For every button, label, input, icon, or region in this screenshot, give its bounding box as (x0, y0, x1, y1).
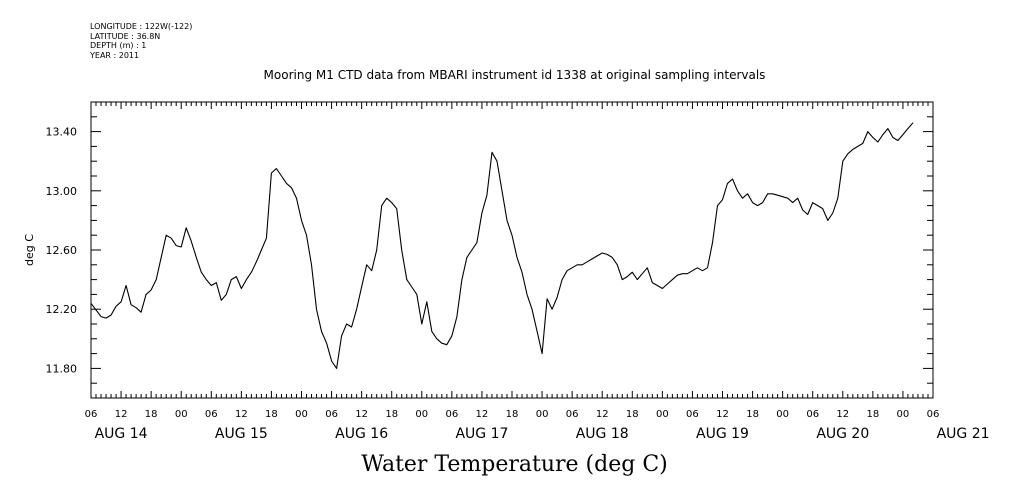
meta-longitude: LONGITUDE : 122W(-122) (90, 22, 193, 31)
x-day-label: AUG 19 (696, 426, 749, 442)
x-day-label: AUG 20 (816, 426, 869, 442)
x-tick-label: 00 (536, 409, 549, 420)
x-tick-label: 06 (686, 409, 699, 420)
x-tick-label: 06 (806, 409, 819, 420)
x-day-label: AUG 14 (95, 426, 148, 442)
y-axis-label: deg C (23, 234, 36, 266)
y-tick-label: 13.40 (46, 126, 78, 139)
meta-depth: DEPTH (m) : 1 (90, 41, 147, 50)
y-tick-label: 12.20 (46, 303, 78, 316)
x-tick-label: 00 (175, 409, 188, 420)
x-tick-label: 12 (115, 409, 128, 420)
x-day-label: AUG 17 (455, 426, 508, 442)
x-tick-label: 06 (205, 409, 218, 420)
x-tick-label: 06 (566, 409, 579, 420)
x-tick-label: 18 (746, 409, 759, 420)
x-axis-title: Water Temperature (deg C) (361, 452, 668, 477)
x-tick-label: 18 (506, 409, 519, 420)
x-day-label: AUG 16 (335, 426, 388, 442)
x-tick-label: 12 (596, 409, 609, 420)
x-day-label: AUG 21 (937, 426, 990, 442)
x-tick-label: 12 (476, 409, 489, 420)
x-tick-label: 18 (145, 409, 158, 420)
x-tick-label: 12 (355, 409, 368, 420)
meta-latitude: LATITUDE : 36.8N (90, 31, 161, 41)
x-tick-label: 00 (656, 409, 669, 420)
metadata-block: LONGITUDE : 122W(-122) LATITUDE : 36.8N … (90, 22, 192, 60)
x-tick-label: 18 (866, 409, 879, 420)
x-tick-label: 06 (445, 409, 458, 420)
x-tick-label: 18 (626, 409, 639, 420)
y-tick-label: 12.60 (46, 244, 78, 257)
x-tick-label: 00 (295, 409, 308, 420)
x-tick-label: 18 (385, 409, 398, 420)
y-tick-label: 11.80 (46, 362, 78, 375)
temperature-series-line (90, 122, 914, 369)
x-day-label: AUG 15 (215, 426, 268, 442)
x-tick-label: 12 (716, 409, 729, 420)
x-tick-label: 00 (415, 409, 428, 420)
x-tick-label: 06 (85, 409, 98, 420)
y-tick-label: 13.00 (46, 185, 78, 198)
x-tick-label: 06 (325, 409, 338, 420)
x-tick-label: 06 (927, 409, 940, 420)
chart-title: Mooring M1 CTD data from MBARI instrumen… (263, 68, 766, 82)
x-tick-label: 00 (897, 409, 910, 420)
x-tick-label: 18 (265, 409, 278, 420)
plot-frame (90, 101, 934, 399)
x-tick-label: 12 (836, 409, 849, 420)
x-tick-label: 12 (235, 409, 248, 420)
x-day-label: AUG 18 (576, 426, 629, 442)
meta-year: YEAR : 2011 (90, 50, 140, 60)
x-tick-label: 00 (776, 409, 789, 420)
